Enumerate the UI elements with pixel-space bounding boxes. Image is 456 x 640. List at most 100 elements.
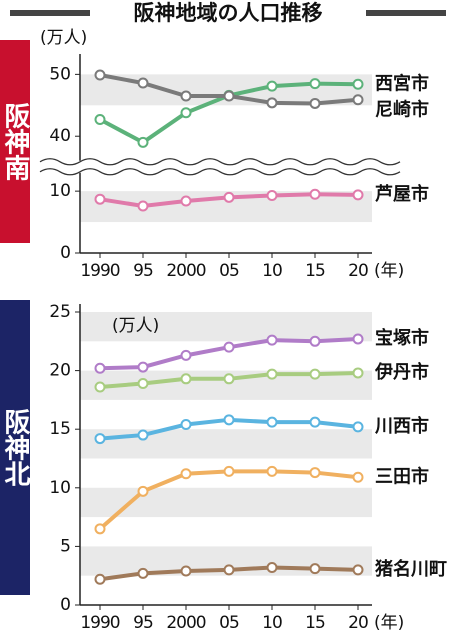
grid-band bbox=[80, 312, 372, 342]
y-tick-label: 10 bbox=[49, 181, 71, 201]
y-tick-label: 10 bbox=[49, 478, 71, 498]
x-tick-label: 1990 bbox=[80, 613, 119, 633]
panel-label-box bbox=[0, 300, 30, 595]
point bbox=[266, 561, 278, 573]
point bbox=[352, 94, 364, 106]
x-tick-label: 05 bbox=[219, 613, 239, 633]
point bbox=[94, 433, 106, 445]
break-line bbox=[39, 168, 401, 176]
x-tick-label: 95 bbox=[133, 613, 153, 633]
break-line bbox=[39, 158, 401, 166]
point bbox=[352, 189, 364, 201]
legend-label: 芦屋市 bbox=[375, 183, 429, 205]
point bbox=[309, 416, 321, 428]
point bbox=[266, 334, 278, 346]
x-tick-label: 15 bbox=[305, 613, 325, 633]
point bbox=[137, 377, 149, 389]
point bbox=[94, 381, 106, 393]
point bbox=[180, 468, 192, 480]
point bbox=[180, 565, 192, 577]
y-tick-label: 0 bbox=[60, 243, 71, 263]
point bbox=[309, 335, 321, 347]
title-bar bbox=[366, 10, 446, 16]
x-axis-label: (年) bbox=[374, 613, 404, 633]
panel-label: 阪神北 bbox=[0, 408, 30, 486]
x-tick-label: 10 bbox=[262, 261, 282, 281]
y-tick-label: 5 bbox=[60, 536, 71, 556]
point bbox=[266, 189, 278, 201]
point bbox=[180, 419, 192, 431]
point bbox=[94, 362, 106, 374]
point bbox=[223, 341, 235, 353]
point bbox=[180, 90, 192, 102]
point bbox=[180, 349, 192, 361]
point bbox=[352, 564, 364, 576]
point bbox=[309, 563, 321, 575]
title-bar bbox=[10, 10, 90, 16]
point bbox=[137, 567, 149, 579]
grid-band bbox=[80, 429, 372, 459]
y-tick-label: 40 bbox=[49, 126, 71, 146]
y-axis-label: (万人) bbox=[112, 316, 159, 336]
point bbox=[266, 368, 278, 380]
point bbox=[266, 416, 278, 428]
point bbox=[266, 97, 278, 109]
point bbox=[223, 414, 235, 426]
point bbox=[352, 78, 364, 90]
point bbox=[94, 523, 106, 535]
x-tick-label: 10 bbox=[262, 613, 282, 633]
y-tick-label: 50 bbox=[49, 64, 71, 84]
point bbox=[180, 373, 192, 385]
point bbox=[309, 188, 321, 200]
legend-label: 三田市 bbox=[375, 465, 429, 487]
x-axis-label: (年) bbox=[374, 261, 404, 281]
point bbox=[94, 69, 106, 81]
legend-label: 宝塚市 bbox=[375, 327, 429, 349]
legend-label: 西宮市 bbox=[375, 72, 429, 94]
y-tick-label: 20 bbox=[49, 361, 71, 381]
point bbox=[180, 195, 192, 207]
y-tick-label: 0 bbox=[60, 595, 71, 615]
point bbox=[180, 107, 192, 119]
point bbox=[137, 485, 149, 497]
panel-label: 阪神南 bbox=[0, 102, 30, 181]
point bbox=[94, 193, 106, 205]
point bbox=[94, 114, 106, 126]
x-tick-label: 20 bbox=[348, 261, 368, 281]
point bbox=[223, 373, 235, 385]
chart-title: 阪神地域の人口推移 bbox=[134, 1, 323, 25]
point bbox=[137, 136, 149, 148]
panel-label-box bbox=[0, 40, 30, 243]
point bbox=[352, 333, 364, 345]
point bbox=[137, 77, 149, 89]
point bbox=[137, 429, 149, 441]
axis-break bbox=[40, 160, 382, 173]
point bbox=[352, 367, 364, 379]
legend-label: 猪名川町 bbox=[374, 558, 447, 580]
point bbox=[309, 97, 321, 109]
point bbox=[223, 564, 235, 576]
grid-band bbox=[80, 487, 372, 518]
point bbox=[137, 200, 149, 212]
point bbox=[309, 467, 321, 479]
y-tick-label: 25 bbox=[49, 302, 71, 322]
x-tick-label: 1990 bbox=[80, 261, 119, 281]
legend-label: 川西市 bbox=[374, 415, 429, 437]
legend-label: 伊丹市 bbox=[374, 361, 429, 383]
point bbox=[352, 471, 364, 483]
x-tick-label: 95 bbox=[133, 261, 153, 281]
x-tick-label: 15 bbox=[305, 261, 325, 281]
y-axis-label: (万人) bbox=[40, 28, 87, 48]
point bbox=[223, 465, 235, 477]
point bbox=[94, 573, 106, 585]
point bbox=[266, 80, 278, 92]
x-tick-label: 20 bbox=[348, 613, 368, 633]
y-tick-label: 15 bbox=[49, 419, 71, 439]
x-tick-label: 2000 bbox=[166, 261, 205, 281]
x-tick-label: 05 bbox=[219, 261, 239, 281]
point bbox=[223, 191, 235, 203]
x-tick-label: 2000 bbox=[166, 613, 205, 633]
point bbox=[309, 368, 321, 380]
point bbox=[137, 361, 149, 373]
